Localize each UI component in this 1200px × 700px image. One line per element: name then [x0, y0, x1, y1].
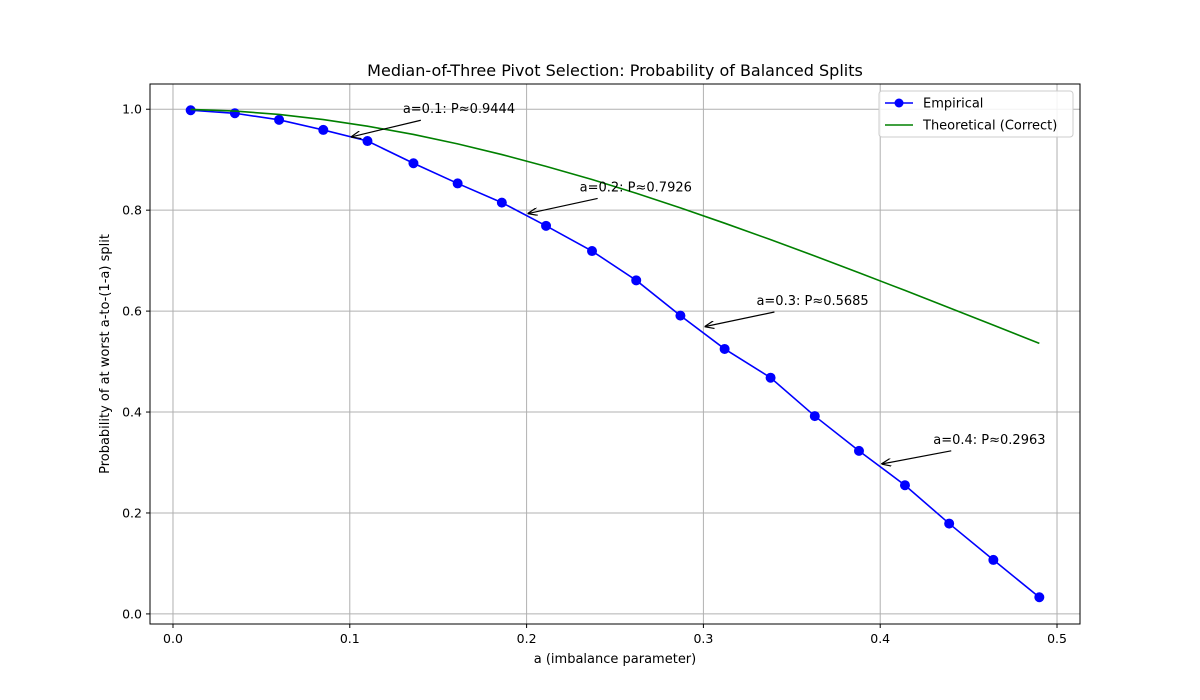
data-point: [496, 197, 507, 208]
data-point: [408, 158, 419, 169]
x-axis-label: a (imbalance parameter): [534, 652, 696, 667]
data-point: [988, 554, 999, 565]
data-point: [853, 445, 864, 456]
data-point: [809, 411, 820, 422]
grid: [150, 84, 1080, 624]
x-tick-label: 0.0: [163, 631, 183, 646]
plot-frame: [149, 83, 1081, 625]
plot-series: [185, 105, 1045, 603]
data-point: [274, 114, 285, 125]
y-tick-label: 1.0: [122, 102, 142, 117]
annotation-label: a=0.4: P≈0.2963: [933, 433, 1045, 448]
annotations: a=0.1: P≈0.9444 a=0.2: P≈0.7926 a=0.3: P≈0…: [352, 102, 1046, 464]
y-tick-label: 0.0: [122, 606, 142, 621]
x-tick-label: 0.5: [1047, 631, 1067, 646]
y-tick-label: 0.8: [122, 203, 142, 218]
annotation-label: a=0.2: P≈0.7926: [580, 180, 692, 195]
legend-entry: Empirical: [923, 97, 983, 112]
x-tick-label: 0.2: [517, 631, 537, 646]
data-point: [541, 220, 552, 231]
y-tick-label: 0.2: [122, 505, 142, 520]
data-point: [899, 480, 910, 491]
y-tick-label: 0.6: [122, 304, 142, 319]
annotation-arrow: [882, 450, 952, 464]
chart-title: Median-of-Three Pivot Selection: Probabi…: [367, 61, 863, 80]
legend-entry: Theoretical (Correct): [922, 119, 1057, 134]
legend-marker: [894, 98, 904, 108]
axis-ticks: 0.0 0.1 0.2 0.3 0.4 0.5 0.0 0.2 0.4 0.6 0.8 1.0: [122, 102, 1067, 646]
y-axis-label: Probability of at worst a-to-(1-a) split: [98, 234, 113, 474]
data-point: [587, 246, 598, 257]
annotation-label: a=0.3: P≈0.5685: [756, 294, 868, 309]
data-point: [765, 372, 776, 383]
data-point: [452, 178, 463, 189]
data-point: [944, 518, 955, 529]
data-point: [631, 275, 642, 286]
legend: Empirical Theoretical (Correct): [878, 90, 1074, 138]
legend-box: [878, 90, 1074, 138]
y-tick-label: 0.4: [122, 405, 142, 420]
x-tick-label: 0.4: [870, 631, 890, 646]
data-point: [318, 124, 329, 135]
annotation-arrow: [705, 311, 775, 326]
annotation-arrow: [352, 119, 421, 137]
data-point: [229, 108, 240, 119]
annotation-arrow: [529, 197, 598, 213]
data-point: [719, 343, 730, 354]
data-point: [1034, 592, 1045, 603]
data-point: [675, 310, 686, 321]
annotation-label: a=0.1: P≈0.9444: [403, 102, 515, 117]
data-point: [362, 136, 373, 147]
series-line-theoretical: [190, 108, 1040, 345]
series-line-empirical: [190, 109, 1040, 598]
x-tick-label: 0.1: [340, 631, 360, 646]
x-tick-label: 0.3: [693, 631, 713, 646]
